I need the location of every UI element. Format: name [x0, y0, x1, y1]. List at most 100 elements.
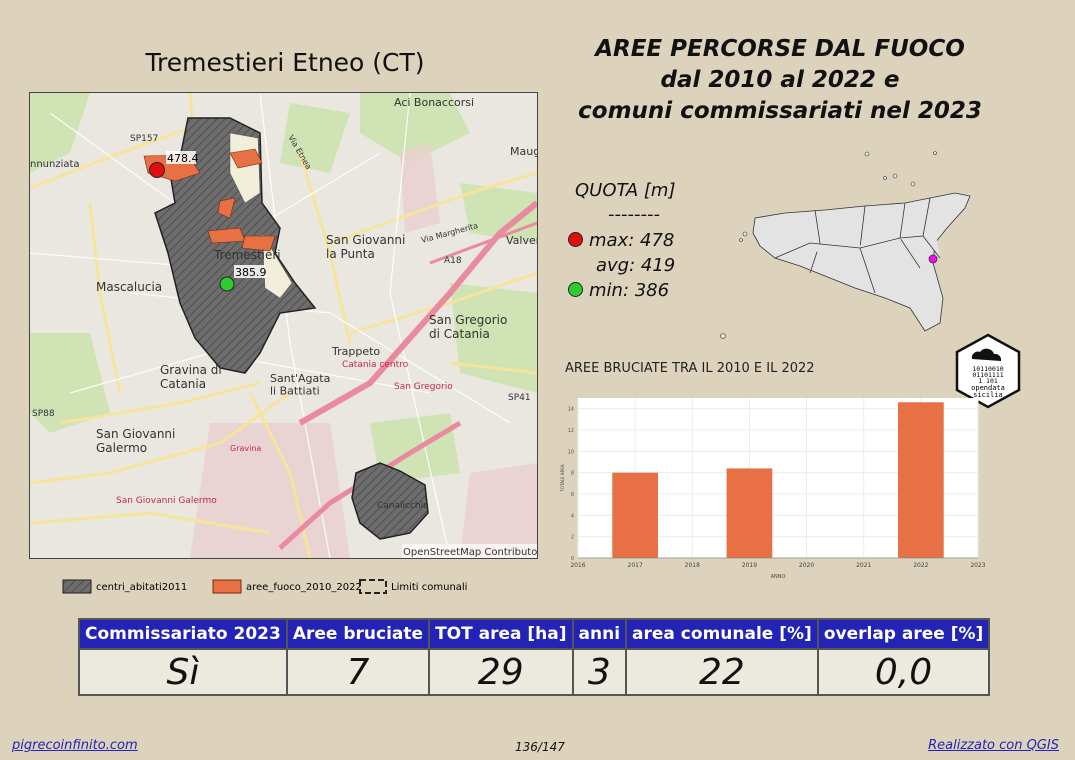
logo-text-1: opendata	[971, 384, 1005, 392]
chart-xtick-label: 2016	[570, 562, 585, 569]
label-gravina-road: Gravina	[230, 444, 261, 453]
label-nunziata: nnunziata	[30, 159, 80, 170]
basemap: 478.4 385.9 Aci Bonaccorsi Mauge nnunzia…	[30, 93, 537, 558]
label-valverde: Valver	[506, 234, 537, 247]
chart-xtick-label: 2017	[628, 562, 643, 569]
municipality-boundary[interactable]	[154, 117, 317, 374]
chart-xtick-label: 2018	[685, 562, 700, 569]
map-title: Tremestieri Etneo (CT)	[145, 48, 425, 77]
quota-min: min: 386	[589, 280, 670, 301]
label-galermo-road: San Giovanni Galermo	[116, 496, 217, 506]
sicily-inset-map	[715, 148, 980, 348]
value-tot-area: 29	[428, 648, 574, 696]
header-aree-bruciate: Aree bruciate	[285, 618, 431, 650]
stats-value-row: Sì 7 29 3 22 0,0	[78, 648, 991, 696]
label-canalicchio: Canalicchio	[377, 501, 429, 511]
chart-ytick-label: 8	[571, 471, 574, 477]
quota-max: max: 478	[589, 230, 675, 251]
map-legend: centri_abitati2011 aree_fuoco_2010_2022 …	[60, 578, 500, 601]
chart-ytick-label: 10	[568, 449, 574, 455]
header-tot-area: TOT area [ha]	[428, 618, 574, 650]
label-tremestieri: Tremestieri	[213, 248, 281, 262]
quota-title: QUOTA [m]	[575, 180, 676, 201]
chart-ytick-label: 4	[571, 513, 574, 519]
opendata-sicilia-logo: 10110010 01101111 1 101 opendata sicilia	[954, 333, 1022, 409]
header-overlap: overlap aree [%]	[816, 618, 991, 650]
a18-motorway	[298, 200, 537, 426]
chart-xlabel: ANNO	[771, 574, 786, 580]
max-label: 478.4	[167, 152, 199, 165]
label-aci-bonaccorsi: Aci Bonaccorsi	[394, 96, 474, 109]
value-area-comunale: 22	[625, 648, 819, 696]
roads	[30, 93, 537, 558]
logo-binary-3: 1 101	[978, 377, 998, 385]
chart-xtick-label: 2020	[799, 562, 814, 569]
label-catania-centro: Catania centro	[342, 360, 409, 370]
chart-bar	[898, 402, 944, 558]
quota-max-row: max: 478	[568, 230, 674, 251]
main-title-line2: dal 2010 al 2022 e	[660, 67, 900, 93]
footer-website-link[interactable]: pigrecoinfinito.com	[12, 738, 138, 753]
chart-title: AREE BRUCIATE TRA IL 2010 E IL 2022	[565, 361, 815, 376]
chart-xtick-label: 2019	[742, 562, 757, 569]
max-elevation-point[interactable]	[149, 162, 165, 178]
chart-bar	[612, 472, 658, 558]
main-title-line3: comuni commissariati nel 2023	[578, 98, 982, 124]
label-a18: A18	[444, 256, 462, 266]
min-label: 385.9	[235, 266, 267, 279]
chart-bar	[726, 468, 773, 558]
stats-header-row: Commissariato 2023 Aree bruciate TOT are…	[78, 618, 991, 650]
main-title: AREE PERCORSE DAL FUOCO dal 2010 al 2022…	[560, 34, 1000, 127]
legend-centri: centri_abitati2011	[96, 582, 187, 593]
location-marker	[928, 254, 938, 264]
legend-fuoco: aree_fuoco_2010_2022	[246, 582, 362, 593]
legend-limiti-swatch	[359, 579, 387, 594]
min-elevation-point[interactable]	[219, 276, 235, 292]
quota-min-row: min: 386	[568, 280, 669, 301]
label-san-giovanni-galermo: San Giovanni Galermo	[96, 427, 175, 455]
chart-ylabel: TOTALE AREA	[560, 464, 565, 493]
quota-separator: --------	[608, 204, 660, 225]
label-mascalucia: Mascalucia	[96, 280, 162, 294]
legend-centri-swatch	[62, 579, 92, 594]
chart-xtick-label: 2023	[970, 562, 985, 569]
chart-ytick-label: 0	[571, 556, 574, 562]
min-dot-icon	[568, 282, 583, 297]
chart-ytick-label: 14	[568, 407, 574, 413]
map-frame[interactable]: 478.4 385.9 Aci Bonaccorsi Mauge nnunzia…	[29, 92, 538, 559]
footer-qgis-link[interactable]: Realizzato con QGIS	[928, 738, 1059, 753]
label-san-gregorio: San Gregorio di Catania	[429, 313, 507, 341]
logo-text-2: sicilia	[973, 391, 1003, 399]
value-commissariato: Sì	[78, 648, 288, 696]
map-attribution: OpenStreetMap Contributor	[403, 547, 537, 558]
legend-limiti: Limiti comunali	[391, 582, 467, 593]
page-number: 136/147	[515, 740, 565, 754]
value-aree-bruciate: 7	[285, 648, 431, 696]
label-trappeto: Trappeto	[331, 345, 380, 358]
label-maugeri: Mauge	[510, 145, 537, 158]
label-sp88: SP88	[32, 409, 55, 419]
label-gravina: Gravina di Catania	[160, 363, 222, 391]
chart-ytick-label: 6	[571, 492, 574, 498]
label-sp157: SP157	[130, 134, 158, 144]
chart-ytick-label: 12	[568, 428, 574, 434]
legend-fuoco-swatch	[212, 579, 242, 594]
quota-avg: avg: 419	[596, 255, 676, 276]
canalicchio-municipality[interactable]	[351, 462, 429, 540]
stats-table: Commissariato 2023 Aree bruciate TOT are…	[78, 618, 991, 696]
header-anni: anni	[571, 618, 628, 650]
chart-xtick-label: 2022	[913, 562, 928, 569]
label-sp41: SP41	[508, 393, 531, 403]
value-anni: 3	[571, 648, 628, 696]
header-commissariato: Commissariato 2023	[78, 618, 288, 650]
label-san-gregorio-road: San Gregorio	[394, 382, 453, 392]
max-dot-icon	[568, 232, 583, 247]
logo-binary-1: 10110010	[972, 365, 1003, 373]
main-title-line1: AREE PERCORSE DAL FUOCO	[595, 36, 965, 62]
label-santagata: Sant'Agata li Battiati	[270, 372, 330, 398]
header-area-comunale: area comunale [%]	[625, 618, 819, 650]
chart-ytick-label: 2	[571, 535, 574, 541]
label-san-giovanni-la-punta: San Giovanni la Punta	[326, 233, 405, 261]
bar-chart: 0 2 4 6 8 10 12 14 2016 2017 2018 2019 2020 2021 2022 2…	[558, 392, 990, 584]
value-overlap: 0,0	[816, 648, 991, 696]
